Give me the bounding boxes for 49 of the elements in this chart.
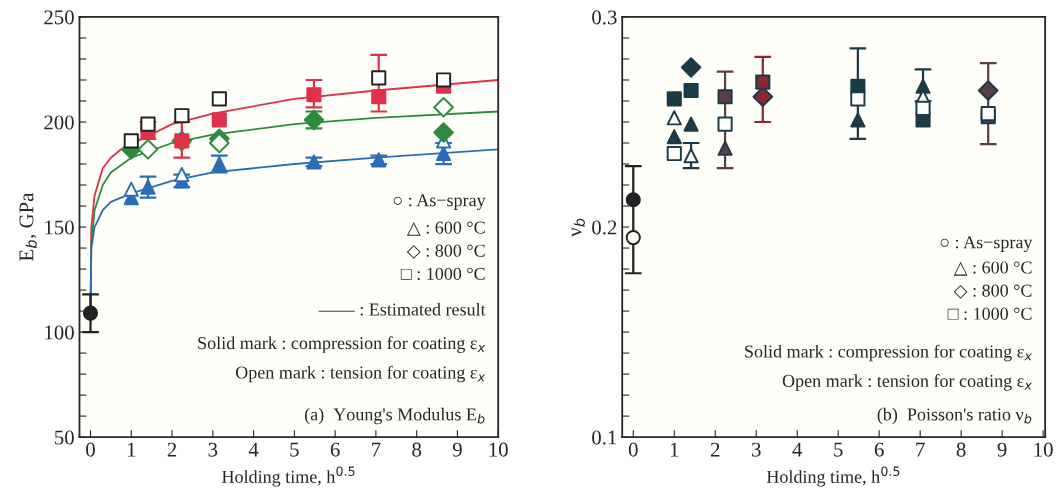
y-tick-label: 200 (44, 115, 74, 130)
x-tick-label: 2 (167, 442, 177, 457)
x-tick-label: 5 (834, 442, 843, 457)
annotation: Solid mark : compression for coating ε$_{x}$ (198, 336, 486, 353)
y-tick-label: 150 (45, 220, 74, 235)
x-tick-label: 7 (372, 442, 381, 457)
x-tick-label: 1 (127, 442, 136, 457)
annotation: ○ : As−spray (393, 194, 486, 211)
x-tick-label: 1 (670, 442, 679, 457)
annotation: ○ : As−spray (940, 236, 1033, 253)
x-tick-label: 9 (997, 442, 1007, 457)
x-axis-title: Holding time, h$^{0.5}$ (766, 466, 900, 487)
x-tick-label: 3 (208, 442, 218, 457)
x-tick-label: 3 (752, 442, 761, 457)
y-tick-label: 100 (45, 325, 74, 340)
y-tick-label: 0.1 (592, 430, 617, 445)
x-tick-label: 10 (1034, 442, 1053, 457)
y-tick-label: 50 (55, 430, 74, 445)
x-tick-label: 10 (489, 442, 508, 457)
annotation: ◇ : 800 °C (406, 244, 485, 259)
annotation: Solid mark : compression for coating ε$_{x}$ (745, 344, 1033, 362)
y-tick-label: 0.2 (592, 220, 617, 235)
x-tick-label: 6 (330, 442, 340, 457)
annotation: □ : 1000 °C (400, 267, 485, 280)
y-tick-label: 0.3 (592, 10, 617, 25)
annotation: Open mark : tension for coating ε$_{x}$ (782, 374, 1033, 391)
annotation: △ : 600 °C (406, 221, 485, 236)
annotation: —— : Estimated result (318, 302, 486, 316)
annotation: □ : 1000 °C (947, 307, 1032, 320)
annotation: (a) Young's Modulus E$_{b}$ (304, 407, 485, 425)
x-axis-title: Holding time, h$^{0.5}$ (222, 466, 355, 487)
x-tick-label: 8 (956, 442, 966, 457)
x-tick-label: 0 (628, 442, 638, 457)
x-tick-label: 8 (412, 442, 422, 457)
annotation: ◇ : 800 °C (953, 284, 1032, 299)
x-tick-label: 9 (452, 442, 462, 457)
x-tick-label: 4 (248, 442, 259, 457)
x-tick-label: 4 (792, 442, 803, 457)
annotation: Open mark : tension for coating ε$_{x}$ (235, 365, 486, 383)
x-tick-label: 7 (916, 442, 925, 457)
y-tick-label: 250 (44, 10, 74, 25)
annotation: (b) Poisson's ratio ν$_{b}$ (877, 407, 1032, 425)
y-axis-title: ν$_{b}$ (571, 218, 585, 237)
x-tick-label: 2 (710, 442, 720, 457)
x-tick-label: 6 (874, 442, 884, 457)
y-axis-title: E$_{b}$, GPa (19, 192, 37, 262)
annotation: △ : 600 °C (953, 261, 1032, 276)
x-tick-label: 5 (290, 442, 299, 457)
x-tick-label: 0 (86, 442, 95, 457)
